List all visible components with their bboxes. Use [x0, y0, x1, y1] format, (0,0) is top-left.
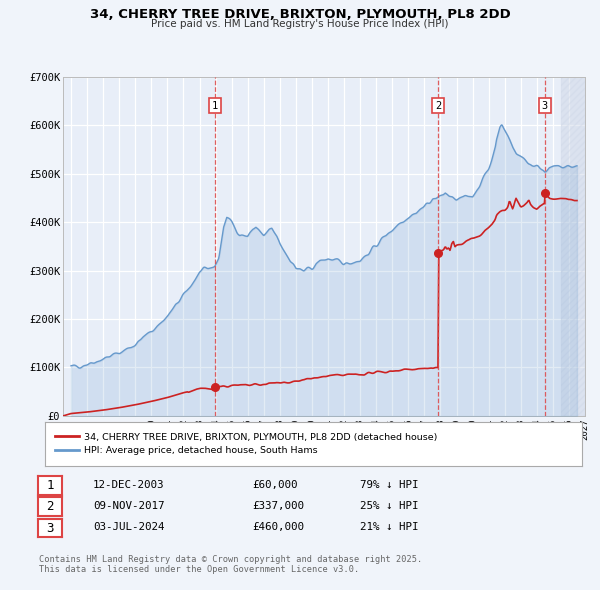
Text: 21% ↓ HPI: 21% ↓ HPI	[360, 523, 419, 532]
Legend: 34, CHERRY TREE DRIVE, BRIXTON, PLYMOUTH, PL8 2DD (detached house), HPI: Average: 34, CHERRY TREE DRIVE, BRIXTON, PLYMOUTH…	[52, 429, 441, 459]
Text: Price paid vs. HM Land Registry's House Price Index (HPI): Price paid vs. HM Land Registry's House …	[151, 19, 449, 29]
Text: £337,000: £337,000	[252, 502, 304, 511]
Text: 2: 2	[435, 100, 442, 110]
Text: 09-NOV-2017: 09-NOV-2017	[93, 502, 164, 511]
Text: £460,000: £460,000	[252, 523, 304, 532]
Text: 1: 1	[212, 100, 218, 110]
Text: 1: 1	[46, 479, 53, 492]
Text: 3: 3	[46, 522, 53, 535]
Text: 2: 2	[46, 500, 53, 513]
Text: 79% ↓ HPI: 79% ↓ HPI	[360, 480, 419, 490]
Bar	[561, 77, 585, 416]
Text: 12-DEC-2003: 12-DEC-2003	[93, 480, 164, 490]
Text: 3: 3	[542, 100, 548, 110]
Text: 34, CHERRY TREE DRIVE, BRIXTON, PLYMOUTH, PL8 2DD: 34, CHERRY TREE DRIVE, BRIXTON, PLYMOUTH…	[89, 8, 511, 21]
Text: £60,000: £60,000	[252, 480, 298, 490]
Text: Contains HM Land Registry data © Crown copyright and database right 2025.
This d: Contains HM Land Registry data © Crown c…	[39, 555, 422, 574]
Text: 03-JUL-2024: 03-JUL-2024	[93, 523, 164, 532]
Text: 25% ↓ HPI: 25% ↓ HPI	[360, 502, 419, 511]
